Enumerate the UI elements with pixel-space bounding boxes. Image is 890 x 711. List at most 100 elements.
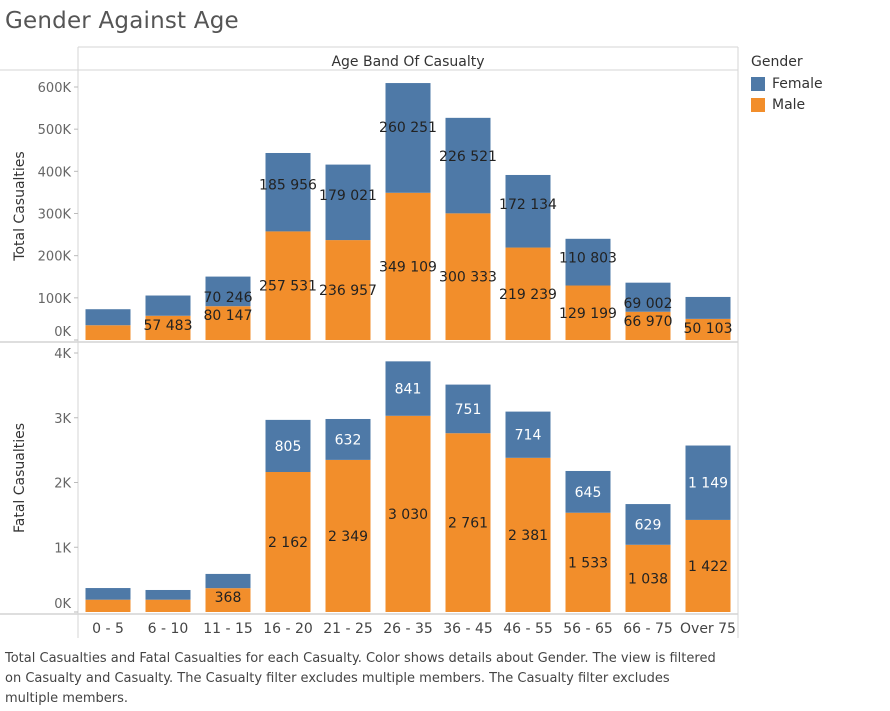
data-label-male: 2 162 bbox=[268, 535, 308, 551]
data-label-female: 645 bbox=[575, 485, 602, 501]
data-label-male: 1 422 bbox=[688, 559, 728, 575]
bar-female bbox=[565, 238, 611, 286]
bar-female bbox=[625, 504, 671, 545]
bar-male bbox=[505, 247, 551, 340]
bar-male bbox=[385, 415, 431, 612]
data-label-male: 80 147 bbox=[204, 308, 253, 324]
data-label-female: 179 021 bbox=[319, 188, 377, 204]
bar-female bbox=[445, 117, 491, 214]
y-tick-label: 4K bbox=[54, 347, 71, 362]
bar-male bbox=[85, 325, 131, 340]
bar-female bbox=[505, 174, 551, 248]
bar-male bbox=[565, 512, 611, 612]
legend-title: Gender bbox=[751, 54, 803, 70]
y-tick-label: 300K bbox=[38, 208, 72, 223]
bar-female bbox=[685, 296, 731, 319]
x-tick-label: 36 - 45 bbox=[443, 621, 493, 637]
y-axis-title: Total Casualties bbox=[12, 151, 28, 261]
data-label-female: 69 002 bbox=[624, 296, 673, 312]
data-label-male: 1 038 bbox=[628, 571, 668, 587]
data-label-male: 3 030 bbox=[388, 507, 428, 523]
bar-female bbox=[685, 445, 731, 520]
bar-male bbox=[505, 457, 551, 612]
bar-female bbox=[265, 419, 311, 473]
x-tick-label: 56 - 65 bbox=[563, 621, 613, 637]
data-label-female: 226 521 bbox=[439, 149, 497, 165]
data-label-male: 2 761 bbox=[448, 516, 488, 532]
bar-male bbox=[325, 240, 371, 340]
y-tick-label: 100K bbox=[38, 292, 72, 307]
data-label-male: 368 bbox=[215, 590, 242, 606]
bar-male bbox=[85, 599, 131, 612]
bar-female bbox=[205, 276, 251, 307]
data-label-female: 841 bbox=[395, 382, 422, 398]
legend[interactable]: Gender Female Male bbox=[751, 54, 823, 115]
bar-female bbox=[145, 295, 191, 316]
bar-female bbox=[85, 588, 131, 600]
bar-female bbox=[85, 309, 131, 326]
bar-male bbox=[385, 192, 431, 340]
x-tick-label: 46 - 55 bbox=[503, 621, 553, 637]
bar-male bbox=[685, 318, 731, 340]
data-label-male: 236 957 bbox=[319, 283, 377, 299]
x-tick-label: 16 - 20 bbox=[263, 621, 313, 637]
y-tick-label: 400K bbox=[38, 165, 72, 180]
bar-female bbox=[565, 470, 611, 513]
data-label-male: 219 239 bbox=[499, 287, 557, 303]
y-tick-label: 3K bbox=[54, 412, 71, 427]
data-label-female: 172 134 bbox=[499, 197, 557, 213]
x-tick-label: 21 - 25 bbox=[323, 621, 373, 637]
data-label-male: 129 199 bbox=[559, 306, 617, 322]
legend-item-female[interactable]: Female bbox=[751, 73, 823, 94]
x-tick-label: 66 - 75 bbox=[623, 621, 673, 637]
data-label-male: 300 333 bbox=[439, 270, 497, 286]
column-header-title: Age Band Of Casualty bbox=[331, 54, 484, 70]
legend-label-male: Male bbox=[772, 96, 806, 113]
data-label-female: 629 bbox=[635, 517, 662, 533]
data-label-female: 70 246 bbox=[204, 290, 253, 306]
data-label-male: 1 533 bbox=[568, 555, 608, 571]
bar-male bbox=[205, 306, 251, 340]
data-label-male: 57 483 bbox=[144, 318, 193, 334]
bar-female bbox=[265, 152, 311, 232]
y-tick-label: 500K bbox=[38, 123, 72, 138]
data-label-female: 805 bbox=[275, 439, 302, 455]
bar-female bbox=[205, 573, 251, 589]
bar-male bbox=[145, 315, 191, 340]
y-tick-label: 200K bbox=[38, 250, 72, 265]
bar-female bbox=[625, 282, 671, 312]
bar-male bbox=[265, 472, 311, 612]
x-tick-label: 26 - 35 bbox=[383, 621, 433, 637]
bar-male bbox=[445, 433, 491, 612]
x-tick-label: 6 - 10 bbox=[148, 621, 189, 637]
data-label-female: 751 bbox=[455, 402, 482, 418]
data-label-female: 110 803 bbox=[559, 250, 617, 266]
y-tick-label: 1K bbox=[54, 541, 71, 556]
y-tick-label: 600K bbox=[38, 81, 72, 96]
bar-male bbox=[625, 311, 671, 340]
bar-female bbox=[385, 83, 431, 193]
bar-female bbox=[505, 411, 551, 458]
legend-item-male[interactable]: Male bbox=[751, 94, 823, 115]
x-tick-label: 11 - 15 bbox=[203, 621, 253, 637]
chart-caption: Total Casualties and Fatal Casualties fo… bbox=[5, 651, 716, 706]
y-axis-title: Fatal Casualties bbox=[12, 423, 28, 533]
data-label-female: 632 bbox=[335, 432, 362, 448]
x-tick-label: Over 75 bbox=[680, 621, 736, 637]
bar-male bbox=[625, 544, 671, 612]
data-label-female: 185 956 bbox=[259, 177, 317, 193]
page-title: Gender Against Age bbox=[5, 8, 239, 34]
data-label-male: 50 103 bbox=[684, 321, 733, 337]
bar-male bbox=[325, 459, 371, 612]
legend-label-female: Female bbox=[772, 75, 823, 92]
bar-male bbox=[445, 213, 491, 340]
data-label-male: 66 970 bbox=[624, 314, 673, 330]
y-tick-label: 0K bbox=[54, 325, 71, 340]
bar-female bbox=[145, 589, 191, 600]
bar-male bbox=[685, 519, 731, 612]
bar-male bbox=[565, 285, 611, 340]
bar-female bbox=[325, 164, 371, 241]
data-label-female: 260 251 bbox=[379, 120, 437, 136]
data-label-male: 2 349 bbox=[328, 529, 368, 545]
